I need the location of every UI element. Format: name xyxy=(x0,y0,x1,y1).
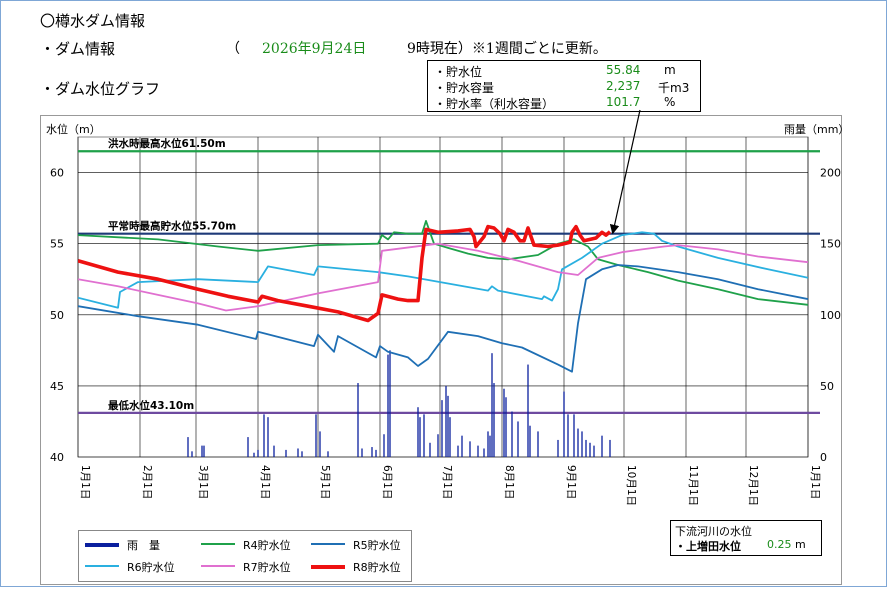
x-tick-label: 5月1日 xyxy=(319,465,331,499)
legend-label: R7貯水位 xyxy=(243,561,291,574)
y2-tick-label: 0 xyxy=(820,451,827,464)
y-tick-label: 55 xyxy=(50,238,64,251)
x-tick-label: 4月1日 xyxy=(259,465,271,499)
storage-value: 2,237 xyxy=(606,79,641,93)
x-tick-label: 1月1日 xyxy=(809,465,821,499)
current-level-arrow xyxy=(609,109,641,235)
dam-info-label: ・ダム情報 xyxy=(40,40,116,58)
legend-swatch xyxy=(311,565,345,569)
x-tick-label: 3月1日 xyxy=(197,465,209,499)
y2-axis-title: 雨量（mm） xyxy=(784,123,849,136)
y-tick-label: 40 xyxy=(50,451,64,464)
rate-unit: % xyxy=(664,95,676,109)
reference-label: 洪水時最高水位61.50m xyxy=(108,137,226,150)
y2-tick-label: 150 xyxy=(820,238,841,251)
plot-area xyxy=(77,136,809,458)
y2-tick-label: 100 xyxy=(820,309,841,322)
y-axis-title: 水位（m） xyxy=(46,122,101,136)
y2-tick-label: 200 xyxy=(820,167,841,180)
level-value: 55.84 xyxy=(606,63,641,77)
x-tick-label: 11月1日 xyxy=(687,465,699,506)
x-tick-label: 8月1日 xyxy=(503,465,515,499)
date-value: 2026年9月24日 xyxy=(262,41,367,57)
page-title: 〇樽水ダム情報 xyxy=(40,12,146,30)
legend-swatch xyxy=(201,565,235,567)
legend-label: R5貯水位 xyxy=(353,539,401,552)
series-line-r6 xyxy=(78,231,808,309)
series-line-r5 xyxy=(78,264,808,373)
series-line-r7 xyxy=(78,242,808,312)
legend-swatch xyxy=(85,565,119,567)
graph-label: ・ダム水位グラフ xyxy=(40,80,161,98)
reference-label: 最低水位43.10m xyxy=(108,399,194,412)
river-unit: m xyxy=(795,538,806,551)
storage-label: ・貯水容量 xyxy=(434,81,495,95)
y-tick-label: 45 xyxy=(50,380,64,393)
reference-label: 平常時最高貯水位55.70m xyxy=(108,220,236,233)
legend-label: R4貯水位 xyxy=(243,539,291,552)
legend: 雨 量 R4貯水位 R5貯水位 R6貯水位 R7貯水位 R8貯水位 xyxy=(78,530,412,582)
x-tick-label: 6月1日 xyxy=(381,465,393,499)
river-value: 0.25 xyxy=(767,538,792,551)
chart-panel xyxy=(40,115,842,585)
update-note: 9時現在）※1週間ごとに更新。 xyxy=(407,41,607,57)
legend-swatch xyxy=(201,543,235,545)
x-tick-label: 7月1日 xyxy=(441,465,453,499)
y-tick-label: 60 xyxy=(50,167,64,180)
legend-swatch xyxy=(85,543,119,547)
x-tick-label: 10月1日 xyxy=(625,465,637,506)
y2-tick-label: 50 xyxy=(820,380,834,393)
level-label: ・貯水位 xyxy=(434,65,483,79)
river-label: ・上増田水位 xyxy=(675,540,741,553)
legend-label: R6貯水位 xyxy=(127,561,175,574)
x-tick-label: 12月1日 xyxy=(747,465,759,506)
storage-unit: 千m3 xyxy=(658,81,690,95)
current-info-box: ・貯水位 55.84 m ・貯水容量 2,237 千m3 ・貯水率（利水容量） … xyxy=(427,60,701,112)
downstream-river-box: 下流河川の水位 ・上増田水位 0.25 m xyxy=(670,520,822,556)
series-line-r8 xyxy=(78,224,612,323)
legend-label: 雨 量 xyxy=(127,539,160,552)
date-paren-open: （ xyxy=(226,41,240,57)
x-tick-label: 9月1日 xyxy=(565,465,577,499)
rate-label: ・貯水率（利水容量） xyxy=(434,97,555,111)
series-line-r4 xyxy=(78,220,808,306)
x-tick-label: 1月1日 xyxy=(79,465,91,499)
y-tick-label: 50 xyxy=(50,309,64,322)
river-title: 下流河川の水位 xyxy=(675,525,752,538)
legend-label: R8貯水位 xyxy=(353,561,401,574)
legend-swatch xyxy=(311,543,345,545)
level-unit: m xyxy=(664,63,676,77)
x-tick-label: 2月1日 xyxy=(141,465,153,499)
rate-value: 101.7 xyxy=(606,95,641,109)
